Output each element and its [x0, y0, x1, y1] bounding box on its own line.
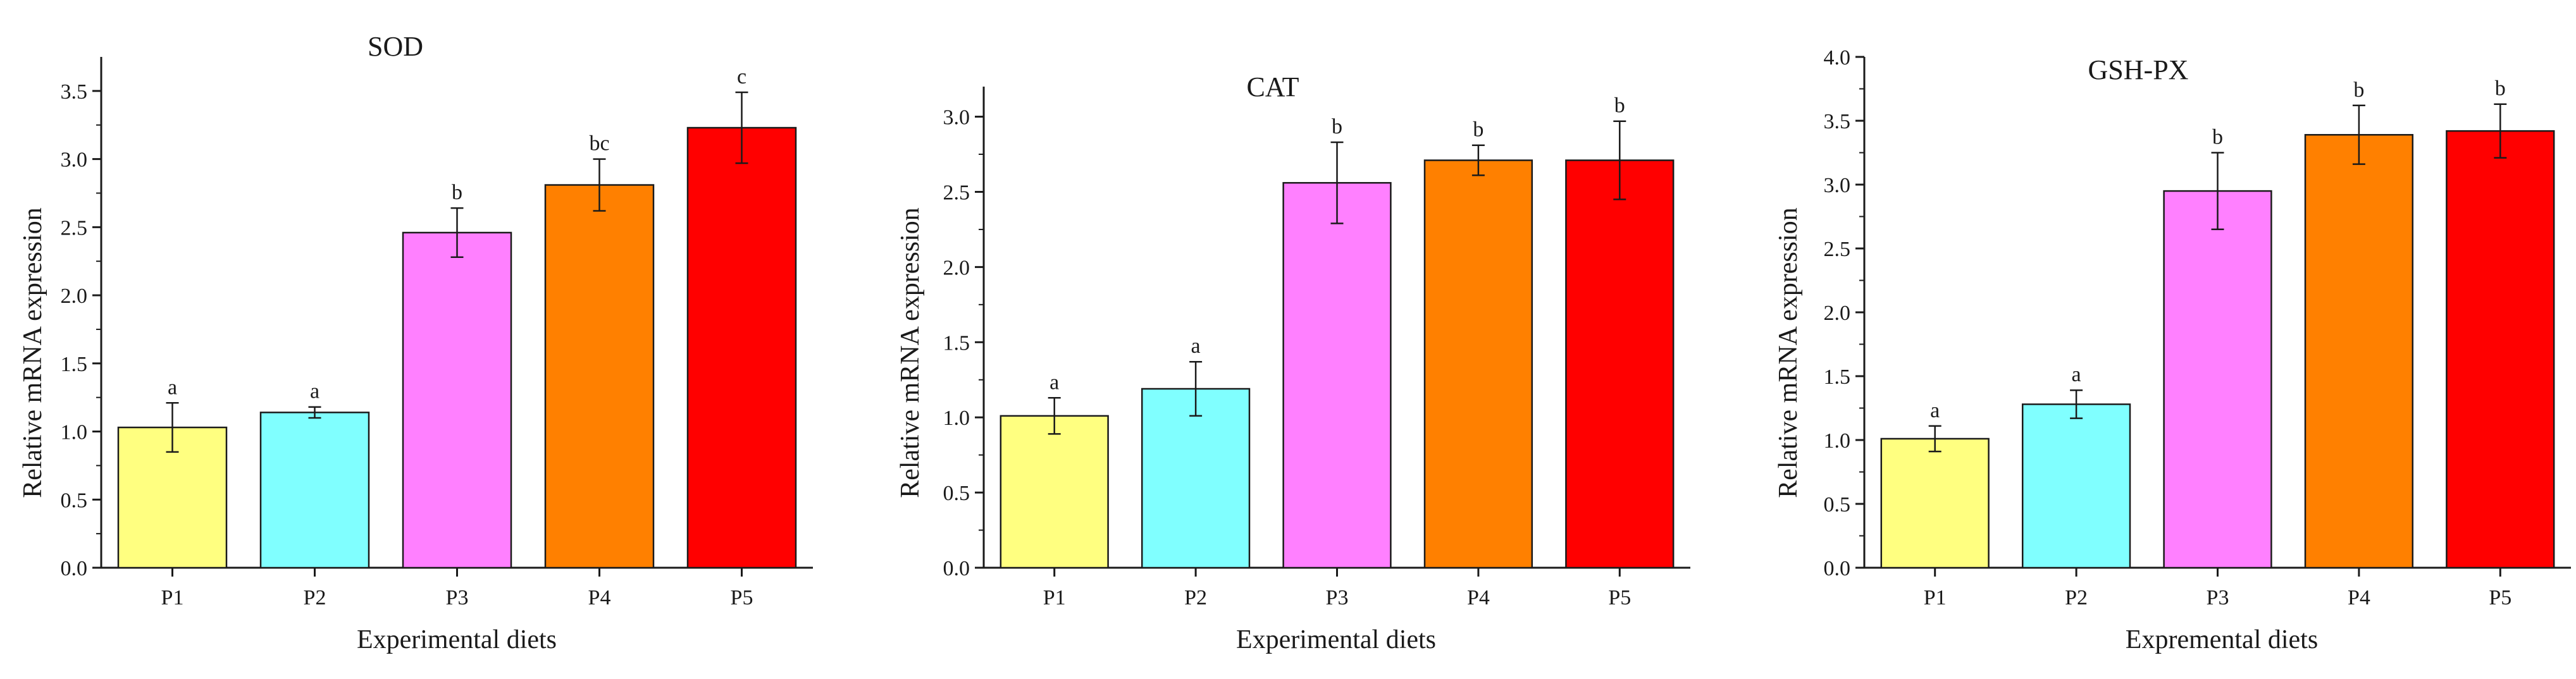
y-tick-label: 3.0	[943, 106, 970, 130]
significance-label: a	[310, 380, 319, 403]
x-tick-label: P4	[1467, 586, 1490, 609]
y-tick-label: 3.0	[61, 149, 88, 172]
bar-p1	[1880, 437, 1990, 569]
significance-label: b	[1473, 118, 1483, 142]
x-axis-label: Expremental diets	[2126, 625, 2318, 654]
y-tick-label: 1.0	[943, 407, 970, 430]
x-axis-label: Experimental diets	[1236, 625, 1436, 654]
panel-cat: CAT Relative mRNA expression Experimenta…	[896, 71, 1690, 654]
bar-p5	[1565, 159, 1675, 569]
significance-label: a	[2072, 363, 2081, 386]
bar-p4	[2304, 133, 2414, 569]
bar-p5	[686, 126, 797, 569]
y-tick-label: 2.0	[943, 256, 970, 279]
y-tick-label: 0.0	[943, 557, 970, 580]
x-tick-label: P2	[2065, 586, 2088, 609]
y-tick-label: 2.0	[1824, 302, 1851, 325]
x-tick-label: P2	[1184, 586, 1207, 609]
x-tick-label: P3	[1326, 586, 1349, 609]
significance-label: bc	[589, 132, 609, 156]
significance-label: b	[452, 181, 462, 204]
y-tick-label: 0.5	[943, 482, 970, 505]
y-tick-label: 0.5	[1824, 493, 1851, 517]
plot-area: 0.0 0.5 1.0 1.5 2.0 2.5 3.0 3.5 4.0 a P1 a P2 b P3 b P4 b…	[1824, 46, 2571, 609]
chart-title: CAT	[1246, 71, 1299, 102]
y-tick-label: 0.0	[61, 557, 88, 580]
significance-label: b	[2212, 126, 2223, 149]
significance-label: b	[1332, 115, 1342, 138]
x-tick-label: P3	[2207, 586, 2229, 609]
significance-label: b	[2353, 78, 2364, 102]
bar-p5	[2446, 130, 2555, 569]
y-tick-label: 1.0	[61, 421, 88, 444]
panel-sod: SOD Relative mRNA expression Experimenta…	[18, 31, 813, 654]
y-tick-label: 1.5	[943, 331, 970, 355]
significance-label: b	[1614, 94, 1625, 118]
y-tick-label: 3.5	[1824, 110, 1851, 133]
x-tick-label: P1	[1924, 586, 1947, 609]
significance-label: a	[168, 376, 177, 399]
bar-p3	[402, 231, 512, 569]
significance-label: a	[1191, 334, 1201, 358]
y-tick-label: 1.5	[1824, 365, 1851, 389]
bar-p2	[2021, 403, 2131, 569]
x-tick-label: P4	[2348, 586, 2370, 609]
chart-title: SOD	[368, 31, 423, 62]
y-tick-label: 2.5	[1824, 238, 1851, 261]
plot-area: 0.0 0.5 1.0 1.5 2.0 2.5 3.0 a P1 a P2 b P3 b P4 b P5	[943, 87, 1690, 609]
x-tick-label: P3	[446, 586, 469, 609]
chart-title: GSH-PX	[2088, 54, 2189, 85]
bar-p3	[2163, 190, 2272, 569]
y-axis-label: Relative mRNA expression	[18, 207, 47, 498]
plot-area: 0.0 0.5 1.0 1.5 2.0 2.5 3.0 3.5 a P1 a P2 b P3 bc P4 c P5	[61, 57, 813, 609]
y-tick-label: 1.0	[1824, 429, 1851, 453]
significance-label: c	[737, 65, 746, 89]
y-tick-label: 2.0	[61, 284, 88, 308]
bar-p1	[1000, 415, 1109, 569]
y-tick-label: 1.5	[61, 353, 88, 376]
y-tick-label: 0.0	[1824, 557, 1851, 580]
bar-p2	[259, 412, 370, 569]
x-tick-label: P1	[1043, 586, 1066, 609]
y-axis-label: Relative mRNA expression	[1774, 207, 1803, 498]
y-tick-label: 2.5	[943, 181, 970, 204]
y-tick-label: 4.0	[1824, 46, 1851, 70]
x-tick-label: P4	[588, 586, 611, 609]
x-axis-label: Experimental diets	[357, 625, 557, 654]
x-tick-label: P2	[304, 586, 326, 609]
y-tick-label: 3.0	[1824, 174, 1851, 197]
x-tick-label: P5	[731, 586, 753, 609]
significance-label: a	[1930, 399, 1940, 422]
y-tick-label: 2.5	[61, 216, 88, 240]
y-axis-label: Relative mRNA expression	[896, 207, 925, 498]
panel-gsh-px: GSH-PX Relative mRNA expression Expremen…	[1774, 46, 2571, 654]
bar-p3	[1282, 181, 1392, 569]
x-tick-label: P5	[1608, 586, 1631, 609]
y-tick-label: 0.5	[61, 489, 88, 512]
y-tick-label: 3.5	[61, 80, 88, 104]
bar-p4	[544, 184, 655, 569]
significance-label: a	[1050, 370, 1059, 394]
significance-label: b	[2495, 77, 2506, 101]
x-tick-label: P5	[2489, 586, 2511, 609]
bar-p4	[1423, 159, 1533, 569]
x-tick-label: P1	[161, 586, 184, 609]
